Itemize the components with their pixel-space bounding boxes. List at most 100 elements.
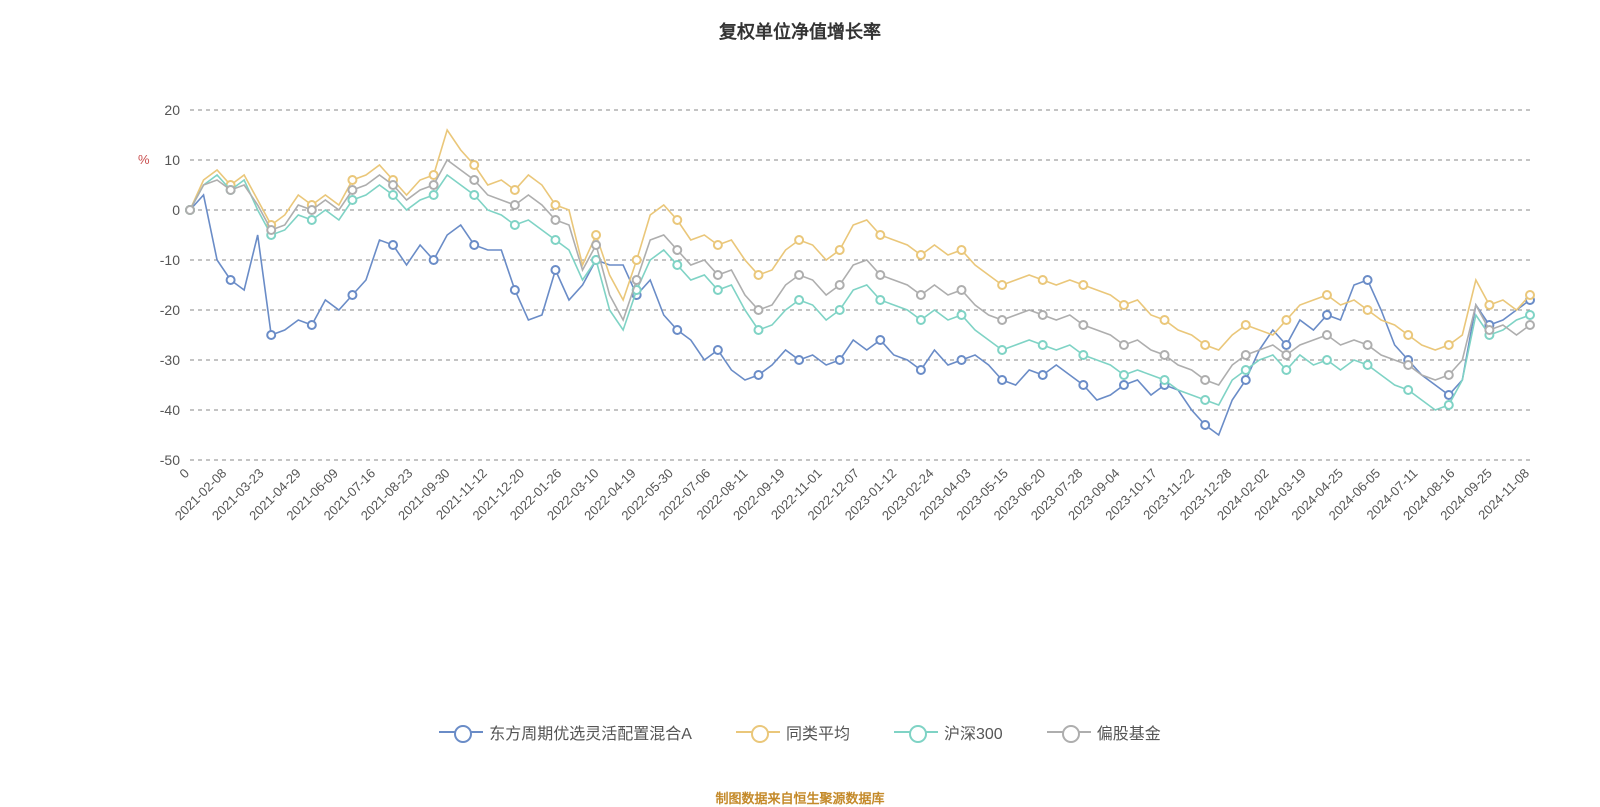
legend-item-1: 同类平均 bbox=[736, 720, 850, 744]
series-marker-3 bbox=[1282, 351, 1290, 359]
series-marker-3 bbox=[958, 286, 966, 294]
series-marker-3 bbox=[754, 306, 762, 314]
series-marker-1 bbox=[795, 236, 803, 244]
series-marker-1 bbox=[1364, 306, 1372, 314]
series-marker-1 bbox=[1282, 316, 1290, 324]
series-marker-2 bbox=[348, 196, 356, 204]
series-marker-1 bbox=[1201, 341, 1209, 349]
nav-growth-chart: { "chart": { "type": "line", "title": "复… bbox=[0, 0, 1600, 800]
series-marker-3 bbox=[1161, 351, 1169, 359]
series-marker-2 bbox=[958, 311, 966, 319]
series-marker-3 bbox=[227, 186, 235, 194]
series-marker-0 bbox=[876, 336, 884, 344]
series-marker-1 bbox=[1161, 316, 1169, 324]
legend: 东方周期优选灵活配置混合A同类平均沪深300偏股基金 bbox=[0, 720, 1600, 744]
series-marker-2 bbox=[551, 236, 559, 244]
series-marker-2 bbox=[308, 216, 316, 224]
series-marker-2 bbox=[1404, 386, 1412, 394]
series-marker-0 bbox=[795, 356, 803, 364]
series-marker-1 bbox=[1039, 276, 1047, 284]
series-marker-1 bbox=[958, 246, 966, 254]
series-marker-0 bbox=[511, 286, 519, 294]
series-marker-2 bbox=[1282, 366, 1290, 374]
series-marker-0 bbox=[714, 346, 722, 354]
series-marker-3 bbox=[551, 216, 559, 224]
series-marker-0 bbox=[917, 366, 925, 374]
series-marker-3 bbox=[267, 226, 275, 234]
series-marker-3 bbox=[430, 181, 438, 189]
series-marker-0 bbox=[348, 291, 356, 299]
series-marker-3 bbox=[348, 186, 356, 194]
series-marker-2 bbox=[714, 286, 722, 294]
series-marker-3 bbox=[186, 206, 194, 214]
series-marker-0 bbox=[673, 326, 681, 334]
series-marker-1 bbox=[1526, 291, 1534, 299]
series-marker-1 bbox=[876, 231, 884, 239]
svg-text:0: 0 bbox=[176, 466, 192, 482]
series-marker-1 bbox=[430, 171, 438, 179]
series-marker-0 bbox=[1445, 391, 1453, 399]
legend-symbol-3 bbox=[1047, 725, 1091, 739]
series-marker-0 bbox=[227, 276, 235, 284]
series-marker-3 bbox=[1526, 321, 1534, 329]
series-marker-3 bbox=[1445, 371, 1453, 379]
series-marker-1 bbox=[714, 241, 722, 249]
series-marker-3 bbox=[1485, 326, 1493, 334]
series-marker-3 bbox=[1039, 311, 1047, 319]
svg-text:20: 20 bbox=[164, 102, 180, 118]
series-marker-3 bbox=[592, 241, 600, 249]
series-marker-0 bbox=[836, 356, 844, 364]
series-marker-3 bbox=[673, 246, 681, 254]
series-marker-0 bbox=[1323, 311, 1331, 319]
series-marker-0 bbox=[430, 256, 438, 264]
series-marker-2 bbox=[1201, 396, 1209, 404]
series-marker-0 bbox=[1201, 421, 1209, 429]
legend-symbol-1 bbox=[736, 725, 780, 739]
series-marker-3 bbox=[714, 271, 722, 279]
series-marker-3 bbox=[511, 201, 519, 209]
legend-label-2: 沪深300 bbox=[944, 720, 1003, 744]
plot-svg: -50-40-30-20-100102002021-02-082021-03-2… bbox=[0, 0, 1600, 800]
series-marker-2 bbox=[673, 261, 681, 269]
series-marker-1 bbox=[836, 246, 844, 254]
series-marker-3 bbox=[1079, 321, 1087, 329]
series-marker-3 bbox=[836, 281, 844, 289]
series-marker-1 bbox=[1404, 331, 1412, 339]
series-marker-2 bbox=[1526, 311, 1534, 319]
series-marker-0 bbox=[267, 331, 275, 339]
series-marker-2 bbox=[1079, 351, 1087, 359]
series-marker-2 bbox=[470, 191, 478, 199]
series-marker-0 bbox=[1364, 276, 1372, 284]
series-marker-0 bbox=[1242, 376, 1250, 384]
series-marker-3 bbox=[795, 271, 803, 279]
legend-item-3: 偏股基金 bbox=[1047, 720, 1161, 744]
series-marker-0 bbox=[958, 356, 966, 364]
series-marker-1 bbox=[348, 176, 356, 184]
series-marker-1 bbox=[917, 251, 925, 259]
series-marker-3 bbox=[308, 206, 316, 214]
legend-item-2: 沪深300 bbox=[894, 720, 1003, 744]
series-marker-2 bbox=[1242, 366, 1250, 374]
series-marker-1 bbox=[470, 161, 478, 169]
svg-text:0: 0 bbox=[172, 202, 180, 218]
series-marker-3 bbox=[470, 176, 478, 184]
series-marker-2 bbox=[1161, 376, 1169, 384]
series-marker-1 bbox=[1120, 301, 1128, 309]
legend-symbol-2 bbox=[894, 725, 938, 739]
legend-label-1: 同类平均 bbox=[786, 720, 850, 744]
series-marker-2 bbox=[1039, 341, 1047, 349]
series-marker-1 bbox=[551, 201, 559, 209]
series-marker-2 bbox=[389, 191, 397, 199]
series-marker-1 bbox=[633, 256, 641, 264]
series-marker-2 bbox=[795, 296, 803, 304]
series-marker-2 bbox=[1445, 401, 1453, 409]
series-marker-3 bbox=[1120, 341, 1128, 349]
series-marker-2 bbox=[876, 296, 884, 304]
series-marker-0 bbox=[1282, 341, 1290, 349]
series-marker-3 bbox=[1404, 361, 1412, 369]
series-marker-1 bbox=[1323, 291, 1331, 299]
legend-label-3: 偏股基金 bbox=[1097, 720, 1161, 744]
series-marker-0 bbox=[551, 266, 559, 274]
series-marker-1 bbox=[1445, 341, 1453, 349]
series-marker-1 bbox=[754, 271, 762, 279]
